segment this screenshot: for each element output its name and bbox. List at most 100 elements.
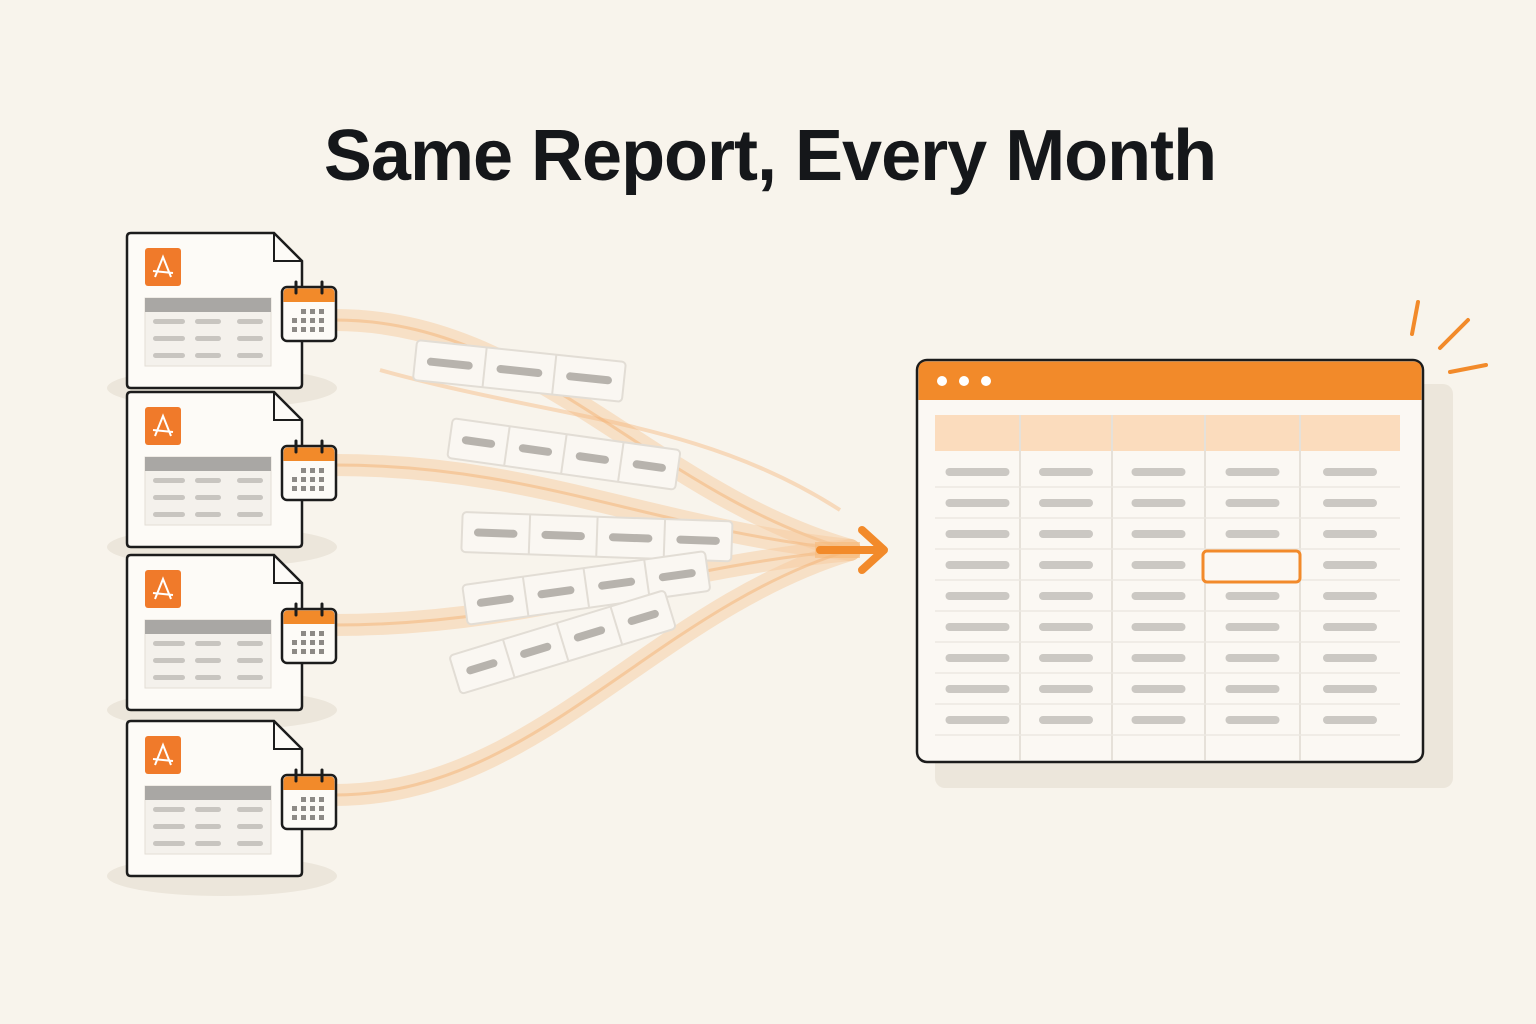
cell-dash — [1039, 499, 1093, 507]
strip-divider — [617, 442, 625, 482]
strip-divider — [595, 516, 599, 557]
strip-dash — [598, 577, 636, 590]
calendar-day — [310, 486, 315, 491]
doc-cell-dash — [153, 824, 185, 829]
doc-cell-dash — [153, 319, 185, 324]
calendar-day — [301, 806, 306, 811]
cell-dash — [945, 592, 1010, 600]
doc-cell-dash — [195, 641, 221, 646]
doc-cell-dash — [195, 319, 221, 324]
doc-cell-dash — [195, 336, 221, 341]
doc-cell-dash — [237, 641, 263, 646]
sparkle — [1410, 300, 1420, 336]
calendar-day — [301, 309, 306, 314]
calendar-top — [283, 288, 335, 302]
cell-dash — [1225, 530, 1280, 538]
strip-divider — [521, 576, 530, 617]
strip-dash — [676, 535, 720, 545]
cell-dash — [1323, 654, 1377, 662]
strip-dash — [473, 528, 518, 538]
calendar-day — [319, 309, 324, 314]
doc-cell-dash — [195, 512, 221, 517]
calendar-day — [319, 486, 324, 491]
strip-dash — [575, 452, 609, 464]
doc-cell-dash — [153, 336, 185, 341]
cell-dash — [1131, 685, 1186, 693]
cell-dash — [1323, 561, 1377, 569]
cell-dash — [945, 716, 1010, 724]
strip-dash — [476, 594, 514, 607]
strip-divider — [560, 434, 568, 474]
doc-cell-dash — [237, 478, 263, 483]
calendar-day — [310, 631, 315, 636]
highlighted-cell — [1201, 549, 1302, 584]
calendar-day — [319, 649, 324, 654]
row-strip — [446, 417, 682, 491]
strip-dash — [566, 372, 612, 385]
doc-cell-dash — [237, 336, 263, 341]
flows — [324, 309, 888, 806]
cell-dash — [1131, 468, 1186, 476]
calendar-day — [292, 327, 297, 332]
documents — [107, 231, 338, 896]
calendar-day — [310, 327, 315, 332]
row-strip — [461, 550, 711, 626]
cell-dash — [945, 623, 1010, 631]
calendar-day — [319, 806, 324, 811]
cell-dash — [1225, 654, 1280, 662]
doc-cell-dash — [237, 512, 263, 517]
doc-cell-dash — [153, 512, 185, 517]
flow-line — [379, 368, 842, 512]
cell-dash — [1039, 716, 1093, 724]
pdf-glyph — [152, 576, 174, 600]
cell-dash — [945, 654, 1010, 662]
cell-dash — [1323, 530, 1377, 538]
strip-dash — [426, 357, 473, 370]
cell-dash — [945, 685, 1010, 693]
doc-cell-dash — [237, 675, 263, 680]
strip-dash — [466, 659, 498, 675]
doc-cell-dash — [153, 675, 185, 680]
cell-dash — [1039, 561, 1093, 569]
cell-dash — [945, 561, 1010, 569]
doc-cell-dash — [153, 807, 185, 812]
strip-divider — [582, 568, 591, 608]
strip-dash — [627, 609, 659, 625]
title: Same Report, Every Month — [324, 116, 1216, 196]
doc-cell-dash — [195, 824, 221, 829]
doc-cell-dash — [153, 495, 185, 500]
calendar-day — [301, 640, 306, 645]
strip-dash — [573, 626, 606, 642]
strip-divider — [609, 606, 624, 646]
calendar-day — [319, 318, 324, 323]
calendar-day — [310, 318, 315, 323]
cell-dash — [1039, 685, 1093, 693]
cell-dash — [1323, 592, 1377, 600]
cell-dash — [1131, 716, 1186, 724]
calendar-day — [310, 468, 315, 473]
strip-dash — [658, 569, 696, 582]
cell-dash — [1323, 623, 1377, 631]
doc-cell-dash — [195, 495, 221, 500]
calendar-day — [310, 309, 315, 314]
cell-dash — [1225, 468, 1280, 476]
sparkle — [1448, 363, 1488, 374]
calendar-day — [301, 815, 306, 820]
cell-dash — [1323, 716, 1377, 724]
window-dot — [959, 376, 969, 386]
pdf-icon — [145, 570, 181, 608]
cell-dash — [945, 530, 1010, 538]
spreadsheet — [915, 300, 1488, 788]
window-dot — [981, 376, 991, 386]
pdf-icon — [145, 407, 181, 445]
strip-dash — [537, 586, 575, 599]
sparkle — [1438, 318, 1470, 350]
doc-fold — [273, 721, 302, 750]
cell-dash — [1039, 530, 1093, 538]
calendar-day — [310, 806, 315, 811]
cell-dash — [1225, 592, 1280, 600]
doc-cell-dash — [195, 353, 221, 358]
doc-cell-dash — [153, 478, 185, 483]
strip-dash — [518, 444, 553, 456]
